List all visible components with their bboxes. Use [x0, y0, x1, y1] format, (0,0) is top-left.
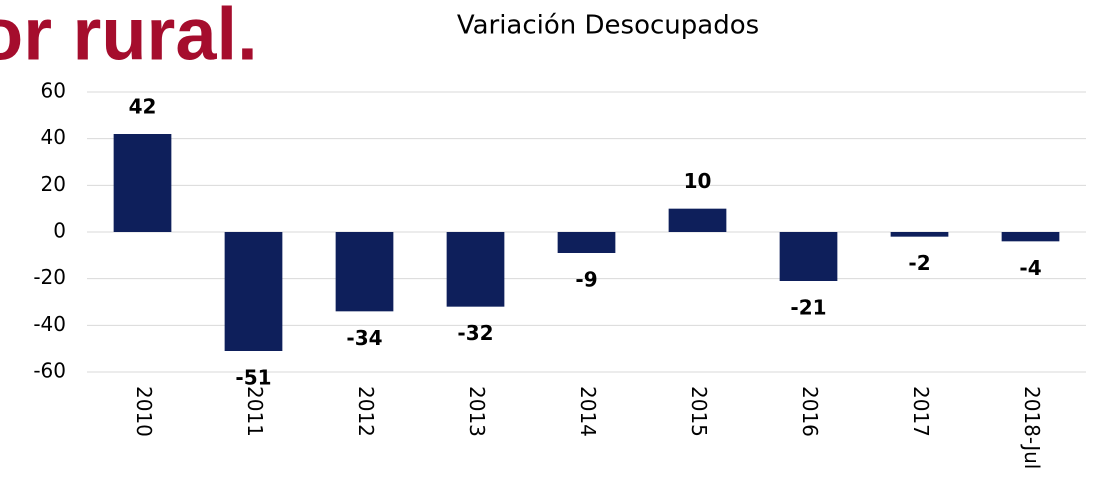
y-tick-label: 40: [41, 125, 66, 149]
y-tick-label: -60: [33, 359, 66, 383]
bar: [779, 232, 838, 281]
bar: [446, 232, 505, 307]
x-tick-label: 2013: [465, 386, 489, 437]
y-tick-label: -20: [33, 265, 66, 289]
x-tick-label: 2018-Jul: [1020, 386, 1044, 469]
bar: [1001, 232, 1060, 242]
bar: [557, 232, 616, 253]
x-tick-label: 2015: [687, 386, 711, 437]
data-label: -9: [575, 268, 597, 292]
data-label: -51: [235, 366, 271, 390]
data-label: 42: [129, 95, 157, 119]
bar: [224, 232, 283, 351]
x-tick-label: 2016: [798, 386, 822, 437]
data-label: -34: [346, 326, 382, 350]
y-tick-label: 60: [41, 79, 66, 103]
data-label: -4: [1019, 256, 1041, 280]
chart-title: Variación Desocupados: [457, 11, 759, 41]
bar: [113, 134, 172, 232]
y-tick-label: -40: [33, 312, 66, 336]
bar: [335, 232, 394, 312]
page-heading: or rural.: [0, 0, 258, 76]
x-tick-label: 2012: [354, 386, 378, 437]
x-tick-label: 2011: [243, 386, 267, 437]
y-tick-label: 20: [41, 172, 66, 196]
bar: [668, 208, 727, 232]
data-label: 10: [684, 169, 712, 193]
x-tick-label: 2014: [576, 386, 600, 437]
y-tick-label: 0: [53, 219, 66, 243]
x-tick-label: 2017: [909, 386, 933, 437]
data-label: -2: [908, 251, 930, 275]
bar: [890, 232, 949, 237]
data-label: -32: [457, 321, 493, 345]
x-tick-label: 2010: [132, 386, 156, 437]
data-label: -21: [790, 296, 826, 320]
